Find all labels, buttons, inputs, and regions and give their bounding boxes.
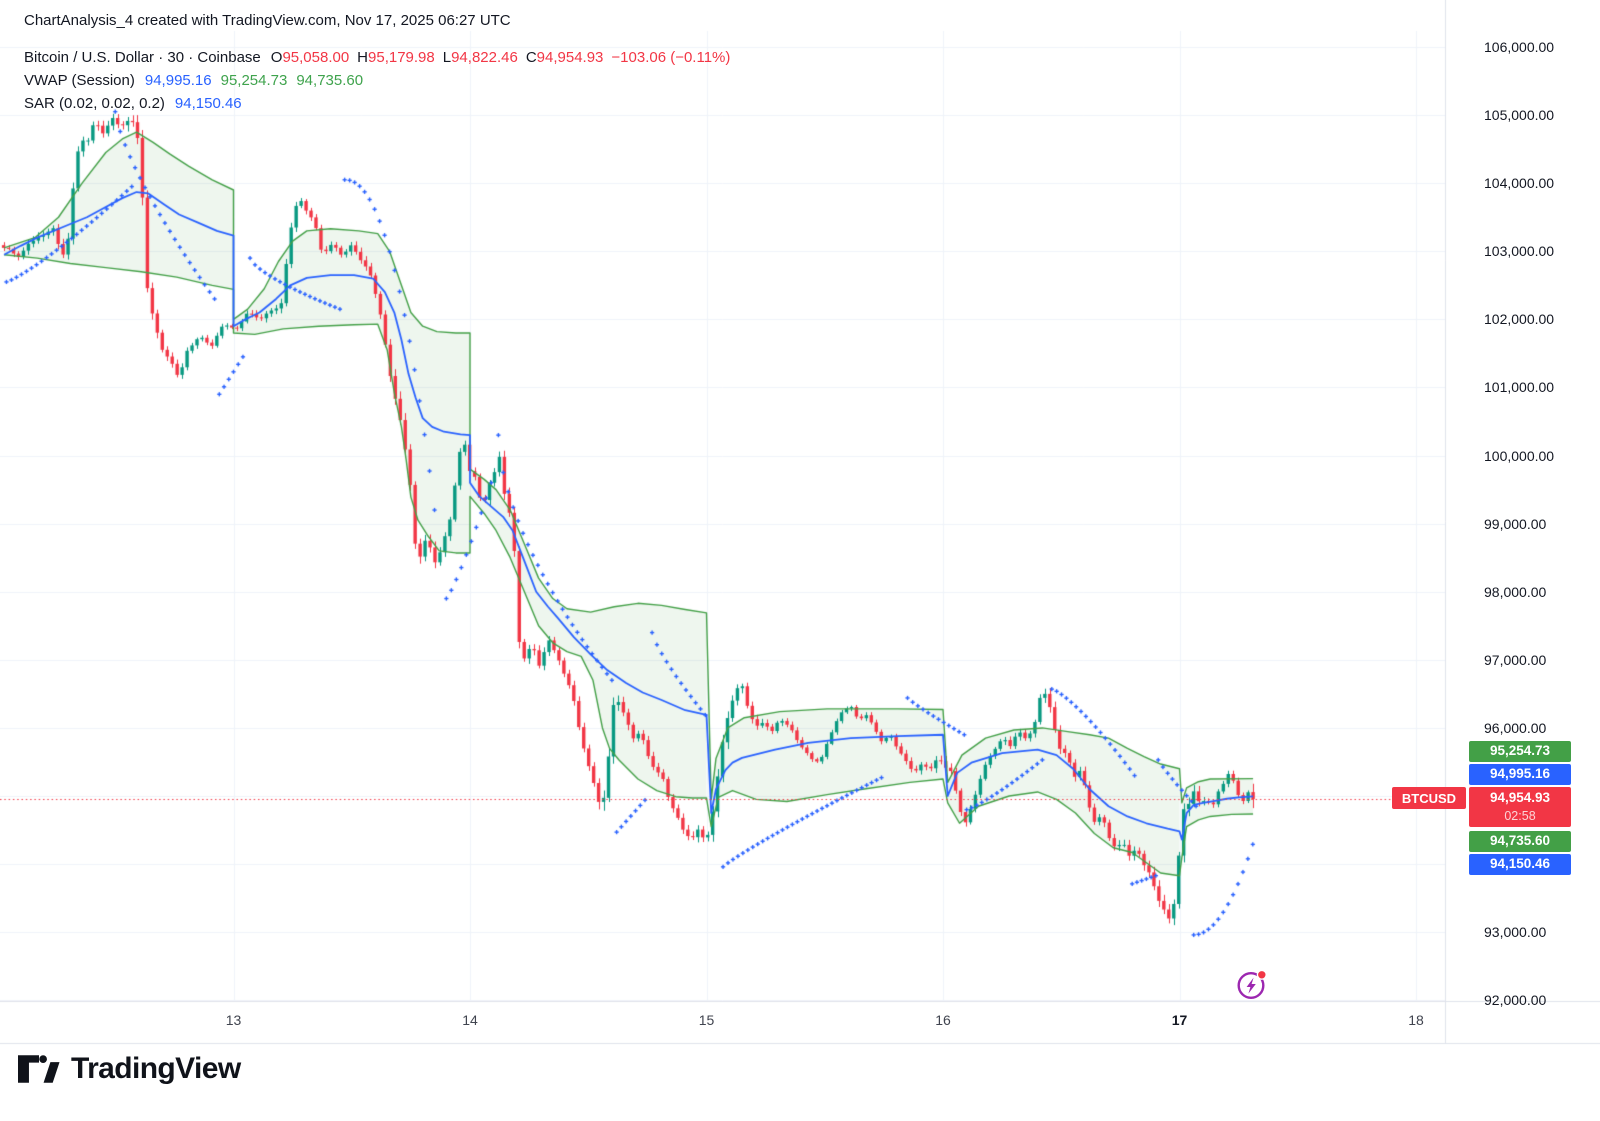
flash-circle <box>1237 971 1265 1000</box>
sar-indicator-label[interactable]: SAR (0.02, 0.02, 0.2) <box>24 95 165 112</box>
tradingview-logo[interactable]: TradingView <box>18 1052 241 1086</box>
bar-countdown: 02:58 <box>1504 808 1536 823</box>
ohlc-key: H <box>357 49 369 66</box>
price-axis-label: 96,000.00 <box>1484 719 1547 736</box>
vwap-indicator-label[interactable]: VWAP (Session) <box>24 72 135 89</box>
ohlc-values: O95,058.00 H95,179.98 L94,822.46 C94,954.93… <box>271 49 731 66</box>
price-axis-label: 104,000.00 <box>1484 175 1555 192</box>
last-price-badge: 94,954.93 02:58 <box>1469 787 1571 827</box>
symbol-title[interactable]: Bitcoin / U.S. Dollar · 30 · Coinbase <box>24 49 261 66</box>
price-axis-label: 98,000.00 <box>1484 583 1547 600</box>
vwap-lower-badge: 94,735.60 <box>1469 831 1571 852</box>
time-axis-label-18: 18 <box>1408 1012 1424 1028</box>
notification-dot <box>1256 969 1267 980</box>
vwap-badge-value: 94,995.16 <box>1489 766 1551 782</box>
ohlc-H: H95,179.98 <box>357 49 435 66</box>
time-axis[interactable]: 13 14 15 16 17 18 <box>0 1002 1600 1043</box>
ohlc-value: 94,954.93 <box>536 49 604 66</box>
ohlc-L: L94,822.46 <box>443 49 518 66</box>
price-axis-label: 105,000.00 <box>1484 107 1555 124</box>
ohlc-key: L <box>442 49 452 66</box>
time-axis-label-17: 17 <box>1171 1012 1188 1028</box>
time-axis-label-15: 15 <box>698 1012 715 1028</box>
ohlc-value: 94,822.46 <box>451 49 518 66</box>
legend: Bitcoin / U.S. Dollar · 30 · Coinbase O9… <box>24 46 730 115</box>
ohlc-value: 95,058.00 <box>282 49 350 66</box>
time-axis-label-13: 13 <box>225 1012 242 1028</box>
vwap-upper-badge: 95,254.73 <box>1469 741 1571 762</box>
price-axis-label: 101,000.00 <box>1484 379 1555 396</box>
vwap-value-0: 94,995.16 <box>144 72 212 89</box>
legend-sar-row[interactable]: SAR (0.02, 0.02, 0.2) 94,150.46 <box>24 92 730 115</box>
price-axis-label: 92,000.00 <box>1484 992 1547 1009</box>
legend-vwap-row[interactable]: VWAP (Session) 94,995.16 95,254.73 94,735.… <box>24 69 730 92</box>
flash-alert-icon[interactable] <box>1236 969 1270 1003</box>
symbol-price-label: BTCUSD <box>1392 787 1466 809</box>
price-axis-label: 106,000.00 <box>1484 39 1555 55</box>
price-axis-label: 97,000.00 <box>1484 651 1547 668</box>
time-axis-label-14: 14 <box>462 1012 478 1028</box>
vwap-values: 94,995.16 95,254.73 94,735.60 <box>145 72 372 89</box>
price-axis[interactable]: 106,000.00 105,000.00 104,000.00 103,000.00… <box>1446 0 1600 1010</box>
tradingview-logo-icon <box>18 1055 60 1083</box>
price-axis-label: 103,000.00 <box>1484 243 1555 260</box>
price-change: −103.06 (−0.11%) <box>611 49 731 66</box>
vwap-upper-badge-value: 95,254.73 <box>1489 743 1551 759</box>
sar-value: 94,150.46 <box>174 95 242 112</box>
ohlc-value: 95,179.98 <box>368 49 435 66</box>
time-axis-label-16: 16 <box>935 1012 951 1028</box>
ohlc-key: O <box>270 49 283 66</box>
sar-badge: 94,150.46 <box>1469 854 1571 875</box>
tradingview-logo-text: TradingView <box>71 1052 241 1085</box>
vwap-value-1: 95,254.73 <box>220 72 288 89</box>
price-axis-label: 93,000.00 <box>1484 924 1547 941</box>
vwap-badge: 94,995.16 <box>1469 764 1571 785</box>
chart-watermark-title: ChartAnalysis_4 created with TradingView… <box>24 12 511 29</box>
lightning-bolt-icon <box>1246 977 1256 994</box>
vwap-lower-badge-value: 94,735.60 <box>1489 833 1551 849</box>
vwap-value-2: 94,735.60 <box>296 72 364 89</box>
ohlc-O: O95,058.00 <box>271 49 349 66</box>
price-axis-label: 100,000.00 <box>1484 447 1555 464</box>
legend-symbol-row[interactable]: Bitcoin / U.S. Dollar · 30 · Coinbase O9… <box>24 46 730 69</box>
ohlc-key: C <box>525 49 537 66</box>
last-price-badge-value: 94,954.93 <box>1489 790 1551 806</box>
sar-badge-value: 94,150.46 <box>1489 856 1551 872</box>
ohlc-C: C94,954.93 <box>526 49 604 66</box>
price-axis-label: 102,000.00 <box>1484 311 1555 328</box>
price-axis-label: 99,000.00 <box>1484 515 1547 532</box>
